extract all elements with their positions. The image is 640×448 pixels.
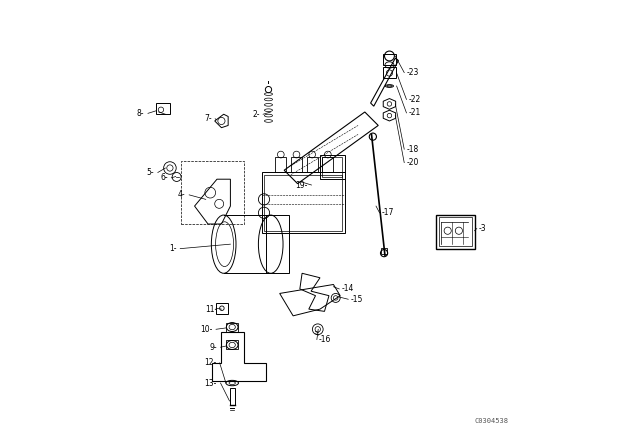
Bar xyxy=(230,388,235,405)
Text: 7-: 7- xyxy=(204,114,212,123)
Bar xyxy=(264,175,342,231)
Bar xyxy=(216,303,228,314)
Text: C0304538: C0304538 xyxy=(474,418,508,424)
Text: -18: -18 xyxy=(406,145,419,154)
Bar xyxy=(226,340,239,349)
Text: -15: -15 xyxy=(351,295,363,304)
Text: 9-: 9- xyxy=(209,343,217,352)
Text: -17: -17 xyxy=(382,208,394,217)
Text: 8-: 8- xyxy=(137,109,145,118)
Bar xyxy=(439,217,472,246)
Bar xyxy=(157,103,170,114)
Bar xyxy=(323,157,333,172)
Bar xyxy=(226,323,239,332)
Bar xyxy=(323,157,342,177)
Text: 5-: 5- xyxy=(147,168,154,177)
Bar xyxy=(320,155,345,179)
Text: -3: -3 xyxy=(479,224,486,233)
Text: 13-: 13- xyxy=(205,379,217,388)
Text: 12-: 12- xyxy=(204,358,216,367)
Bar xyxy=(262,172,344,233)
Text: 6-: 6- xyxy=(160,173,168,182)
Text: -14: -14 xyxy=(342,284,354,293)
Bar xyxy=(383,54,396,65)
Bar xyxy=(275,157,287,172)
Bar xyxy=(266,215,289,273)
Bar xyxy=(436,215,475,249)
Text: -22: -22 xyxy=(409,95,421,104)
Text: 11-: 11- xyxy=(205,305,218,314)
Text: -16: -16 xyxy=(319,335,332,344)
Text: 1-: 1- xyxy=(169,244,177,253)
Bar xyxy=(181,161,244,224)
Text: 19-: 19- xyxy=(296,181,308,190)
Bar xyxy=(307,157,317,172)
Text: 2-: 2- xyxy=(252,110,260,119)
Bar xyxy=(383,67,396,78)
Text: 10-: 10- xyxy=(200,325,212,334)
Bar xyxy=(291,157,302,172)
Text: -23: -23 xyxy=(406,68,419,77)
Text: -20: -20 xyxy=(406,158,419,167)
Text: 4-: 4- xyxy=(178,190,186,199)
Text: -21: -21 xyxy=(409,108,421,117)
